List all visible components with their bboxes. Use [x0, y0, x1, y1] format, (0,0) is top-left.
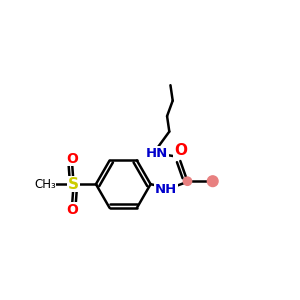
Text: NH: NH	[155, 183, 177, 196]
Text: S: S	[68, 177, 79, 192]
Text: CH₃: CH₃	[34, 178, 56, 191]
Text: HN: HN	[146, 147, 168, 160]
Text: O: O	[174, 143, 187, 158]
Text: O: O	[66, 152, 78, 166]
Circle shape	[183, 177, 192, 185]
Text: O: O	[66, 203, 78, 217]
Circle shape	[207, 176, 218, 187]
